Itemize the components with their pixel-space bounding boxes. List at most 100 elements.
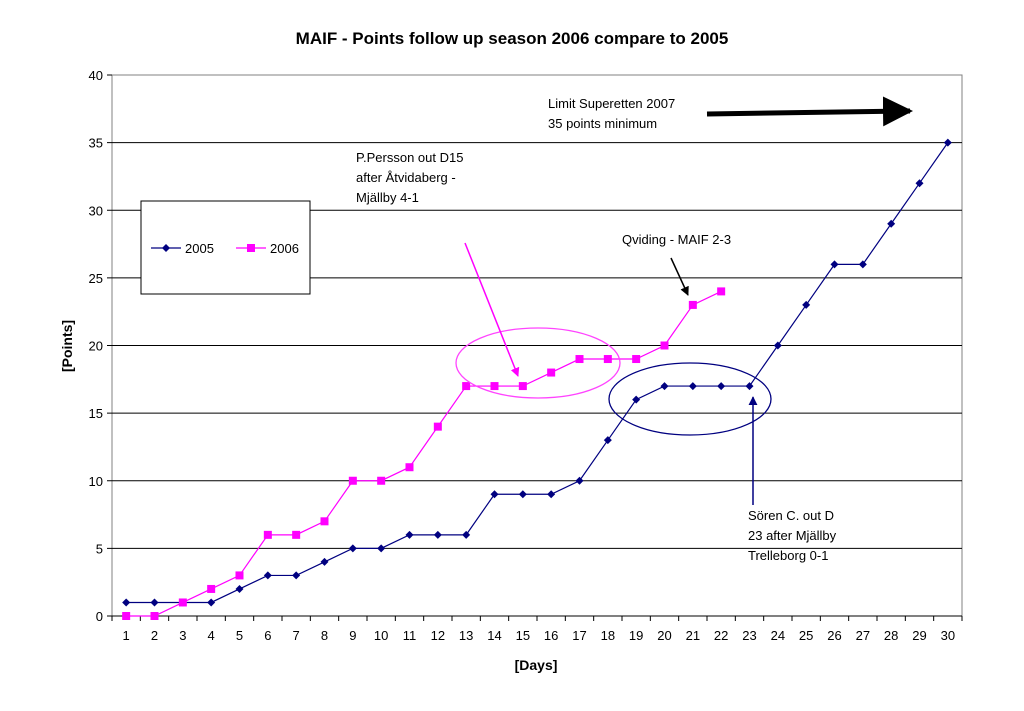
point-2005-4 [207, 598, 216, 607]
x-tick-label-1: 1 [123, 628, 130, 643]
chart-title: MAIF - Points follow up season 2006 comp… [296, 29, 729, 48]
legend-marker-2006 [247, 244, 255, 252]
point-2006-11 [405, 463, 414, 472]
point-2006-6 [263, 530, 272, 539]
y-tick-label-20: 20 [89, 339, 103, 354]
x-tick-label-19: 19 [629, 628, 643, 643]
x-tick-label-12: 12 [431, 628, 445, 643]
point-2006-20 [660, 341, 669, 350]
x-tick-label-21: 21 [686, 628, 700, 643]
point-2006-19 [632, 355, 641, 364]
x-tick-label-29: 29 [912, 628, 926, 643]
x-tick-label-14: 14 [487, 628, 501, 643]
point-2006-9 [348, 476, 357, 485]
x-tick-label-20: 20 [657, 628, 671, 643]
point-2006-3 [178, 598, 187, 607]
point-2006-18 [603, 355, 612, 364]
point-2006-15 [518, 382, 527, 391]
x-tick-label-22: 22 [714, 628, 728, 643]
point-2006-7 [292, 530, 301, 539]
point-2005-2 [150, 598, 159, 607]
x-tick-label-23: 23 [742, 628, 756, 643]
y-tick-label-0: 0 [96, 609, 103, 624]
x-tick-label-7: 7 [293, 628, 300, 643]
point-2005-23 [745, 382, 754, 391]
point-2005-8 [320, 557, 329, 566]
point-2005-14 [490, 490, 499, 499]
point-2005-19 [632, 395, 641, 404]
series-2005 [122, 138, 952, 607]
point-2005-24 [773, 341, 782, 350]
point-2005-29 [915, 179, 924, 188]
legend-label-2006: 2006 [270, 241, 299, 256]
point-2006-2 [150, 612, 159, 620]
legend-label-2005: 2005 [185, 241, 214, 256]
x-tick-label-10: 10 [374, 628, 388, 643]
point-2005-22 [717, 382, 726, 391]
legend: 2005 2006 [140, 200, 311, 295]
series-2006 [122, 287, 726, 620]
point-2005-20 [660, 382, 669, 391]
qviding-arrow [670, 257, 689, 296]
y-tick-label-10: 10 [89, 474, 103, 489]
x-tick-label-6: 6 [264, 628, 271, 643]
point-2005-27 [858, 260, 867, 269]
highlight-ellipse-2005 [608, 362, 772, 436]
point-2005-9 [348, 544, 357, 553]
point-2005-5 [235, 584, 244, 593]
x-tick-label-15: 15 [516, 628, 530, 643]
point-2005-11 [405, 530, 414, 539]
point-2005-17 [575, 476, 584, 485]
y-tick-label-25: 25 [89, 271, 103, 286]
persson-arrow [464, 242, 520, 377]
point-2005-7 [292, 571, 301, 580]
x-tick-label-30: 30 [941, 628, 955, 643]
series-layer [122, 138, 952, 620]
x-tick-label-9: 9 [349, 628, 356, 643]
point-2005-25 [802, 300, 811, 309]
y-axis-label: [Points] [59, 320, 75, 372]
limit-arrow [706, 96, 913, 127]
y-tick-label-40: 40 [89, 68, 103, 83]
point-2005-21 [688, 382, 697, 391]
x-tick-label-4: 4 [208, 628, 215, 643]
point-2006-13 [462, 382, 471, 391]
x-tick-label-13: 13 [459, 628, 473, 643]
y-tick-label-35: 35 [89, 136, 103, 151]
series-line-2006 [126, 290, 722, 617]
x-tick-label-3: 3 [179, 628, 186, 643]
point-2006-10 [377, 476, 386, 485]
point-2006-4 [207, 584, 216, 593]
point-2006-22 [717, 287, 726, 296]
y-tick-label-5: 5 [96, 541, 103, 556]
point-2006-1 [122, 612, 131, 620]
x-tick-label-11: 11 [403, 628, 417, 643]
point-2005-13 [462, 530, 471, 539]
highlight-ellipse-2006 [455, 327, 621, 399]
point-2005-15 [518, 490, 527, 499]
x-axis-label: [Days] [515, 657, 558, 673]
x-tick-label-25: 25 [799, 628, 813, 643]
point-2005-10 [377, 544, 386, 553]
x-tick-label-18: 18 [601, 628, 615, 643]
x-tick-label-2: 2 [151, 628, 158, 643]
x-tick-label-16: 16 [544, 628, 558, 643]
annotation-persson: P.Persson out D15 after Åtvidaberg - Mjä… [356, 150, 467, 205]
x-tick-label-5: 5 [236, 628, 243, 643]
point-2006-17 [575, 355, 584, 364]
point-2005-28 [887, 219, 896, 228]
point-2006-5 [235, 571, 244, 580]
point-2006-12 [433, 422, 442, 431]
series-line-2005 [126, 142, 949, 604]
point-2005-16 [547, 490, 556, 499]
legend-marker-2005 [162, 244, 170, 252]
x-tick-label-17: 17 [572, 628, 586, 643]
x-axis-ticks: 1 2 3 4 5 6 7 8 9 10 11 12 13 14 15 16 17 18 19 20 21 22 23 24 2… [111, 615, 963, 643]
y-tick-label-30: 30 [89, 203, 103, 218]
x-tick-label-27: 27 [856, 628, 870, 643]
point-2005-6 [263, 571, 272, 580]
x-tick-label-24: 24 [771, 628, 785, 643]
annotation-limit: Limit Superetten 2007 35 points minimum [548, 96, 679, 131]
x-tick-label-28: 28 [884, 628, 898, 643]
